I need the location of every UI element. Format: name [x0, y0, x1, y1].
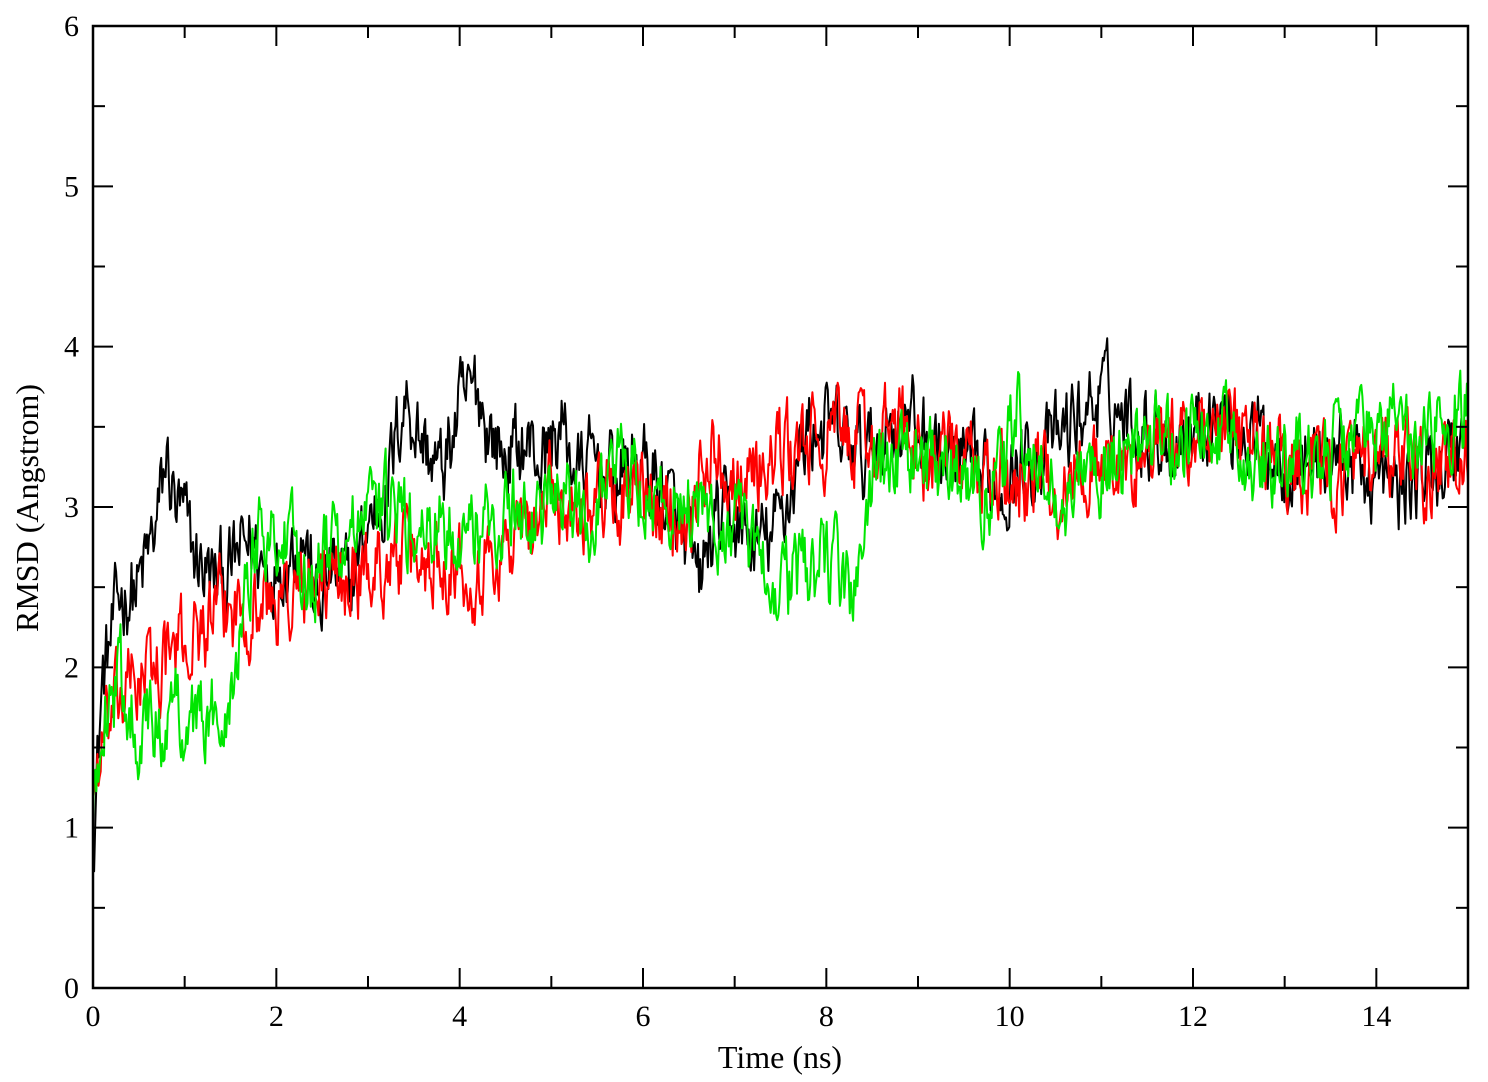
x-tick-label: 6	[636, 1000, 651, 1033]
y-tick-label: 5	[64, 170, 79, 203]
y-tick-label: 1	[64, 812, 79, 845]
y-tick-label: 2	[64, 651, 79, 684]
y-axis-label: RMSD (Angstrom)	[9, 384, 45, 632]
x-tick-label: 0	[86, 1000, 101, 1033]
x-tick-label: 12	[1178, 1000, 1208, 1033]
y-tick-label: 6	[64, 10, 79, 43]
y-tick-label: 3	[64, 491, 79, 524]
y-tick-label: 4	[64, 331, 79, 364]
x-tick-label: 2	[269, 1000, 284, 1033]
x-tick-label: 14	[1361, 1000, 1391, 1033]
series-line-3	[92, 369, 1469, 819]
series-group	[92, 337, 1469, 873]
y-tick-label: 0	[64, 972, 79, 1005]
plot-frame	[91, 24, 1470, 990]
x-tick-label: 4	[452, 1000, 467, 1033]
x-axis-label: Time (ns)	[718, 1039, 842, 1075]
x-tick-label: 8	[819, 1000, 834, 1033]
x-tick-label: 10	[995, 1000, 1025, 1033]
series-line-2	[92, 381, 1469, 801]
